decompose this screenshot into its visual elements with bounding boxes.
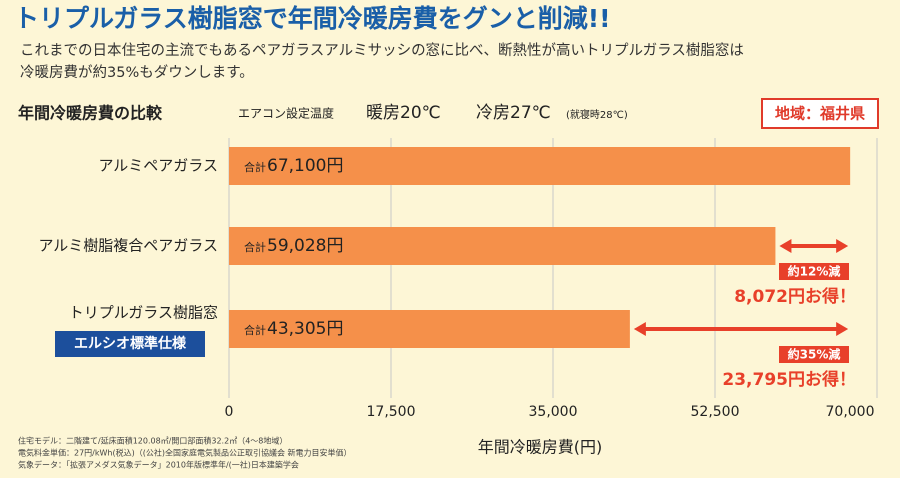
bar — [229, 310, 630, 348]
category-label: アルミ樹脂複合ペアガラス — [38, 237, 218, 255]
settings-heating: 暖房20℃ — [366, 103, 441, 123]
value-label: 43,305円 — [267, 319, 343, 339]
category-label: トリプルガラス樹脂窓 — [69, 304, 218, 322]
x-tick-label: 17,500 — [367, 404, 416, 420]
bar — [229, 227, 776, 265]
bar — [229, 147, 851, 185]
x-tick-label: 35,000 — [529, 404, 578, 420]
arrow-head — [836, 239, 849, 253]
subtitle: 冷暖房費が約35%もダウンします。 — [20, 64, 254, 81]
category-label: アルミペアガラス — [98, 157, 218, 175]
region-box — [761, 98, 879, 129]
value-prefix: 合計 — [244, 160, 266, 174]
savings-label: 23,795円お得！ — [722, 369, 856, 390]
percent-label: 約35%減 — [788, 347, 841, 362]
footnote: 気象データ：「拡張アメダス気象データ」2010年版標準年/(一社)日本建築学会 — [18, 460, 299, 470]
arrow-head — [779, 239, 792, 253]
value-label: 67,100円 — [267, 156, 343, 176]
percent-box — [779, 346, 849, 363]
x-tick-label: 0 — [225, 404, 234, 420]
title: トリプルガラス樹脂窓で年間冷暖房費をグンと削減!! — [14, 4, 611, 33]
savings-label: 8,072円お得！ — [734, 286, 856, 307]
footnote: 住宅モデル：二階建て/延床面積120.08㎡/開口部面積32.2㎡（4～8地域） — [18, 436, 287, 446]
settings-note: (就寝時28℃) — [566, 108, 628, 121]
value-prefix: 合計 — [244, 323, 266, 337]
x-axis-title: 年間冷暖房費(円) — [478, 438, 603, 457]
value-label: 59,028円 — [267, 236, 343, 256]
footnote: 電気料金単価：27円/kWh(税込)（(公社)全国家庭電気製品公正取引協議会 新… — [18, 448, 352, 458]
percent-box — [779, 263, 849, 280]
region: 地域：福井県 — [775, 105, 865, 123]
x-tick-label: 70,000 — [826, 404, 875, 420]
badge-label: エルシオ標準仕様 — [74, 335, 187, 352]
value-prefix: 合計 — [244, 240, 266, 254]
arrow-head — [836, 322, 849, 336]
badge-box — [55, 331, 205, 357]
x-tick-label: 52,500 — [691, 404, 740, 420]
arrow-head — [633, 322, 646, 336]
settings-cooling: 冷房27℃ — [476, 103, 551, 123]
settings-label: エアコン設定温度 — [238, 106, 334, 121]
percent-label: 約12%減 — [788, 264, 841, 279]
subtitle: これまでの日本住宅の主流でもあるペアガラスアルミサッシの窓に比べ、断熱性が高いト… — [20, 41, 744, 59]
chart-heading: 年間冷暖房費の比較 — [18, 104, 163, 123]
